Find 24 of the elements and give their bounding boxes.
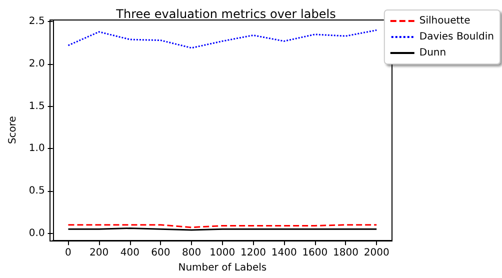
x-tick-label: 1600 [302,248,328,259]
x-tick-label: 1000 [210,248,236,259]
x-tick-label: 0 [65,248,72,259]
legend-label: Davies Bouldin [419,32,494,42]
x-tick-label: 400 [120,248,140,259]
x-tick-label: 800 [182,248,202,259]
legend-label: Dunn [419,48,446,58]
x-tick-label: 2000 [364,248,390,259]
x-tick-label: 1400 [271,248,297,259]
y-tick-label: 2.0 [28,58,45,70]
y-tick-label: 2.5 [28,16,45,28]
x-axis-title: Number of Labels [178,262,267,274]
x-tick-label: 1800 [333,248,358,259]
y-tick-label: 0.5 [28,186,45,196]
x-tick-label: 1200 [240,248,266,259]
line-series [67,29,378,49]
y-tick-label: 1.5 [28,100,45,112]
y-tick-label: 1.0 [28,143,45,154]
y-tick-label: 0.0 [28,228,45,239]
legend-label: Silhouette [419,16,470,26]
x-tick-label: 600 [151,248,170,259]
x-tick-label: 200 [90,248,109,259]
y-axis-title: Score [8,116,18,144]
chart-title: Three evaluation metrics over labels [115,7,336,21]
